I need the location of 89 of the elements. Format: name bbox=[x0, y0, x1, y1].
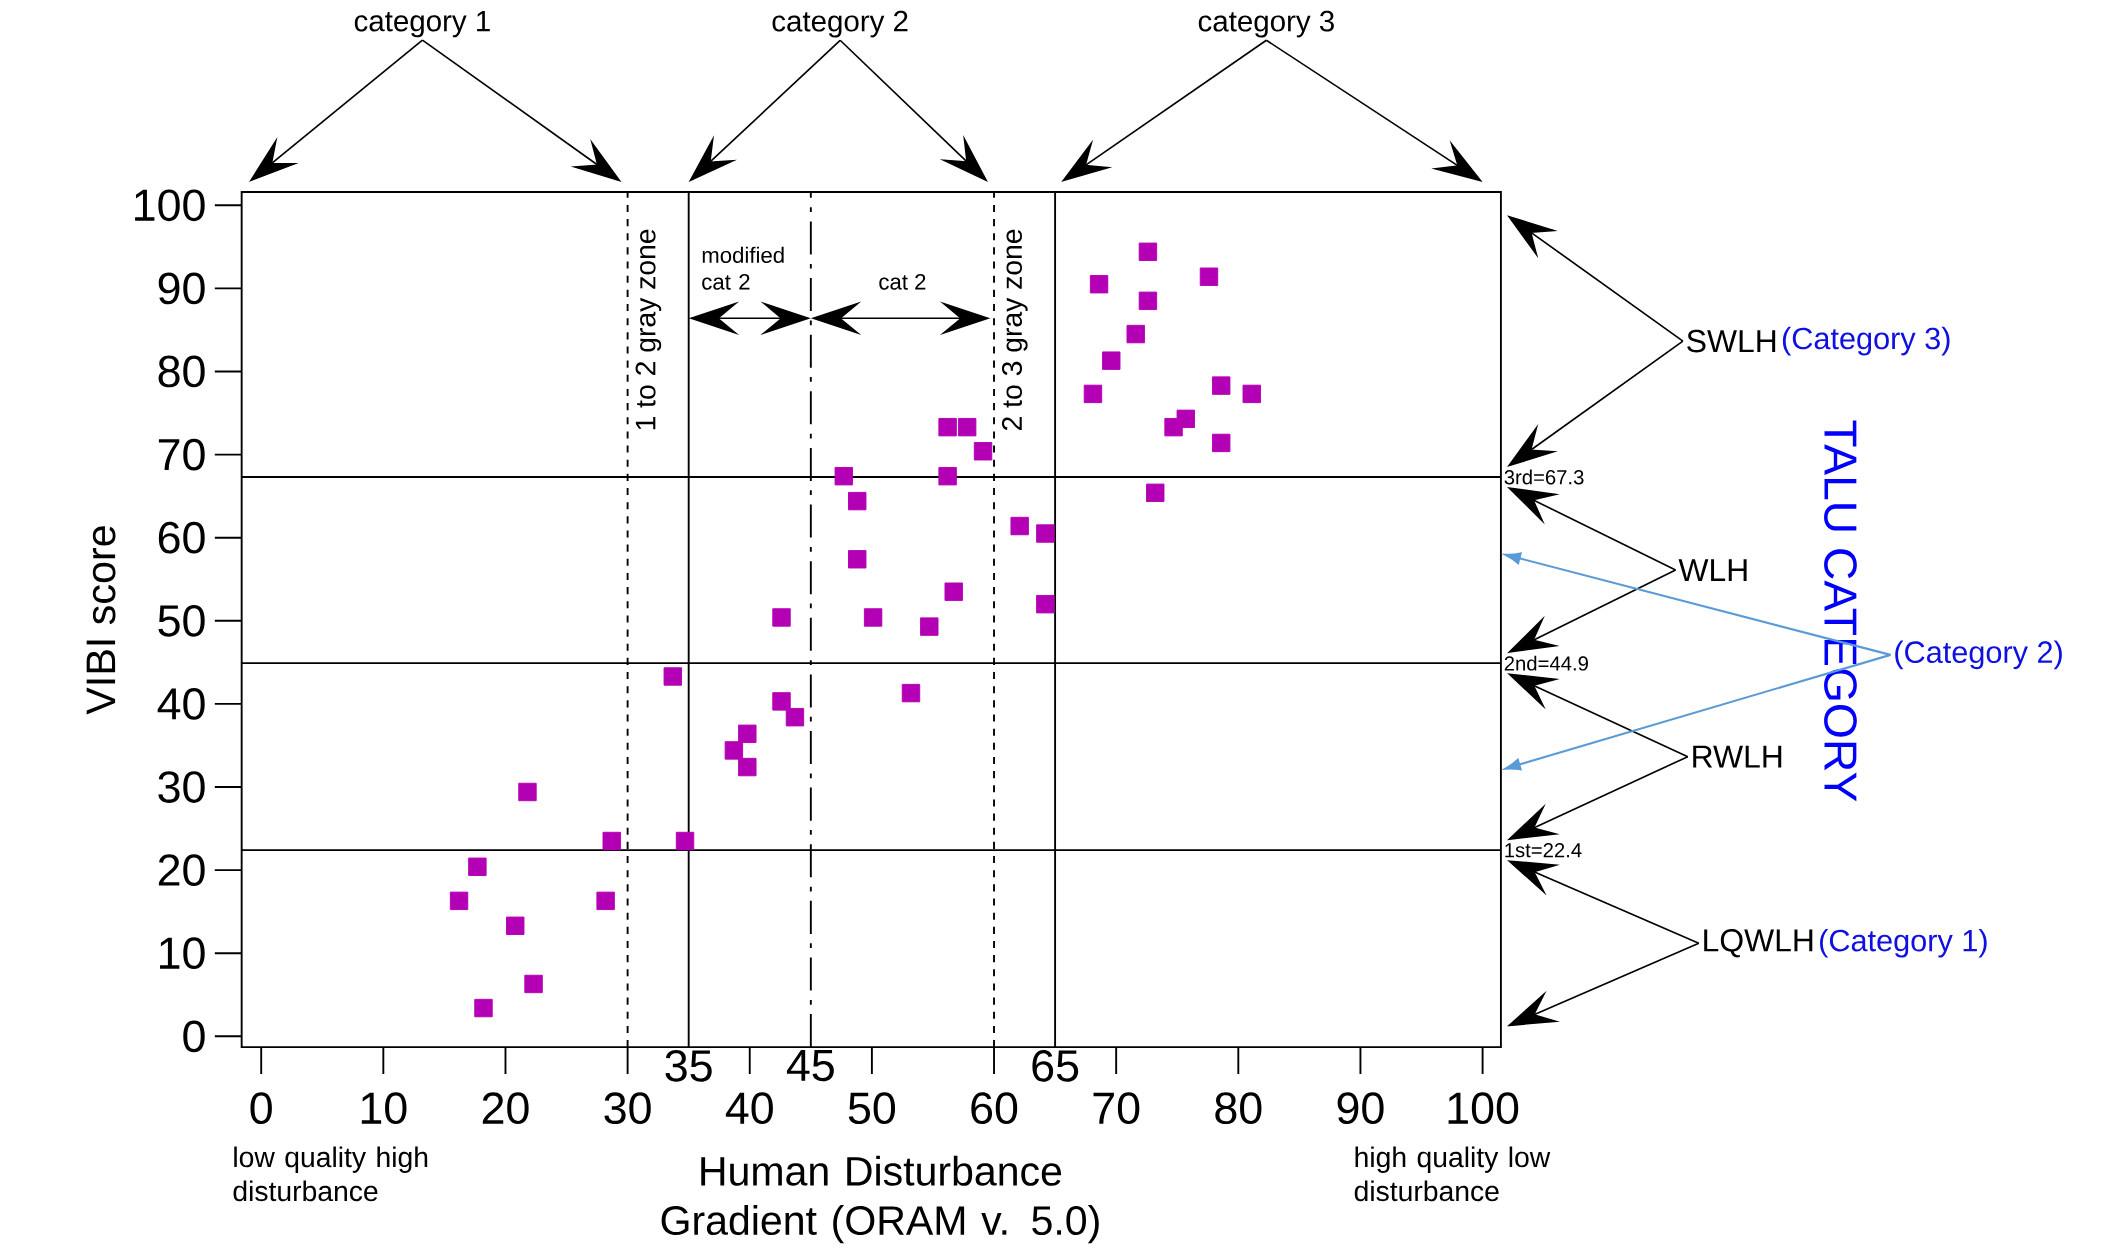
x-tick-label: 50 bbox=[848, 1092, 896, 1125]
y-tick-label: 100 bbox=[135, 189, 205, 222]
point bbox=[738, 724, 757, 743]
point bbox=[474, 998, 493, 1018]
y-tick-label: 0 bbox=[183, 1020, 205, 1053]
x-tick-label: 90 bbox=[1337, 1092, 1384, 1125]
ref-line-label: 2nd=44.9 bbox=[1504, 655, 1588, 671]
point bbox=[1212, 376, 1231, 395]
text: category 2 bbox=[772, 10, 908, 38]
y-tick-label: 20 bbox=[158, 854, 205, 886]
y-tick-label: 40 bbox=[157, 687, 205, 720]
x-tick-label: 0 bbox=[250, 1092, 272, 1125]
y-tick-label: 80 bbox=[158, 355, 205, 388]
point bbox=[1138, 242, 1158, 261]
point bbox=[920, 617, 939, 636]
point bbox=[1102, 351, 1121, 370]
point bbox=[957, 417, 977, 437]
point bbox=[944, 582, 963, 601]
y-tick-label: 60 bbox=[158, 521, 205, 554]
ref-line-label: 1st=22.4 bbox=[1505, 842, 1582, 858]
point bbox=[834, 466, 853, 486]
point bbox=[772, 692, 791, 711]
point bbox=[738, 757, 757, 777]
point bbox=[848, 491, 867, 511]
point bbox=[1164, 417, 1183, 437]
point bbox=[901, 683, 921, 703]
annotation: cat 2 bbox=[879, 273, 926, 290]
text: (Category 1) bbox=[1820, 928, 1987, 958]
x-tick-label: 10 bbox=[361, 1092, 407, 1125]
ref-line-label: 1 to 2 gray zone bbox=[635, 229, 662, 430]
point bbox=[675, 831, 695, 851]
x-tick-label: 40 bbox=[725, 1092, 773, 1125]
text: SWLH bbox=[1687, 329, 1776, 353]
point bbox=[785, 707, 805, 727]
x-axis-title: Human Disturbance Gradient (ORAM v. 5.0) bbox=[661, 1155, 1099, 1244]
text: (Category 2) bbox=[1895, 640, 2062, 670]
ref-line-label: 3rd=67.3 bbox=[1504, 469, 1584, 485]
point bbox=[938, 466, 957, 486]
point bbox=[938, 417, 957, 437]
y-tick-label: 30 bbox=[158, 771, 205, 803]
point bbox=[663, 667, 682, 686]
point bbox=[1146, 483, 1165, 502]
ref-line-label: 35 bbox=[665, 1049, 712, 1082]
x-tick-label: 60 bbox=[971, 1092, 1018, 1125]
point bbox=[772, 608, 791, 627]
point bbox=[1242, 384, 1261, 403]
point bbox=[1083, 384, 1103, 403]
y-tick-label: 50 bbox=[158, 604, 205, 637]
point bbox=[724, 741, 744, 760]
point bbox=[863, 608, 883, 627]
point bbox=[973, 441, 993, 461]
y-tick-label: 90 bbox=[158, 272, 205, 305]
point bbox=[1010, 516, 1029, 536]
text: low quality high disturbance bbox=[233, 1146, 428, 1202]
text: RWLH bbox=[1693, 745, 1782, 768]
point bbox=[506, 916, 525, 935]
point bbox=[1089, 274, 1109, 294]
annotation: modified cat 2 bbox=[702, 246, 784, 290]
point bbox=[596, 891, 615, 910]
point bbox=[1036, 594, 1055, 614]
text: TALU CATEGORY bbox=[1824, 420, 1857, 802]
ref-line-label: 45 bbox=[786, 1049, 834, 1082]
ref-line-label: 2 to 3 gray zone bbox=[1001, 229, 1028, 430]
point bbox=[1199, 267, 1219, 286]
point bbox=[1126, 324, 1145, 344]
text: high quality low disturbance bbox=[1354, 1146, 1551, 1202]
point bbox=[1036, 524, 1055, 543]
point bbox=[518, 782, 537, 802]
x-tick-label: 30 bbox=[604, 1092, 651, 1125]
point bbox=[848, 549, 867, 569]
point bbox=[468, 857, 487, 876]
point bbox=[1212, 433, 1231, 453]
y-axis-title: VIBI score bbox=[86, 526, 116, 715]
point bbox=[602, 831, 621, 851]
x-tick-label: 80 bbox=[1215, 1092, 1262, 1125]
x-tick-label: 70 bbox=[1093, 1092, 1140, 1125]
text: category 1 bbox=[354, 10, 490, 38]
x-tick-label: 100 bbox=[1448, 1092, 1519, 1125]
text: category 3 bbox=[1198, 10, 1334, 38]
x-tick-label: 20 bbox=[482, 1092, 529, 1125]
point bbox=[449, 891, 469, 910]
text: LQWLH bbox=[1704, 929, 1813, 958]
y-tick-label: 10 bbox=[160, 937, 205, 969]
ref-line-label: 65 bbox=[1032, 1049, 1079, 1082]
point bbox=[1138, 291, 1158, 310]
text: (Category 3) bbox=[1782, 326, 1950, 356]
y-tick-label: 70 bbox=[158, 438, 205, 471]
point bbox=[524, 974, 543, 994]
text: WLH bbox=[1678, 559, 1747, 581]
